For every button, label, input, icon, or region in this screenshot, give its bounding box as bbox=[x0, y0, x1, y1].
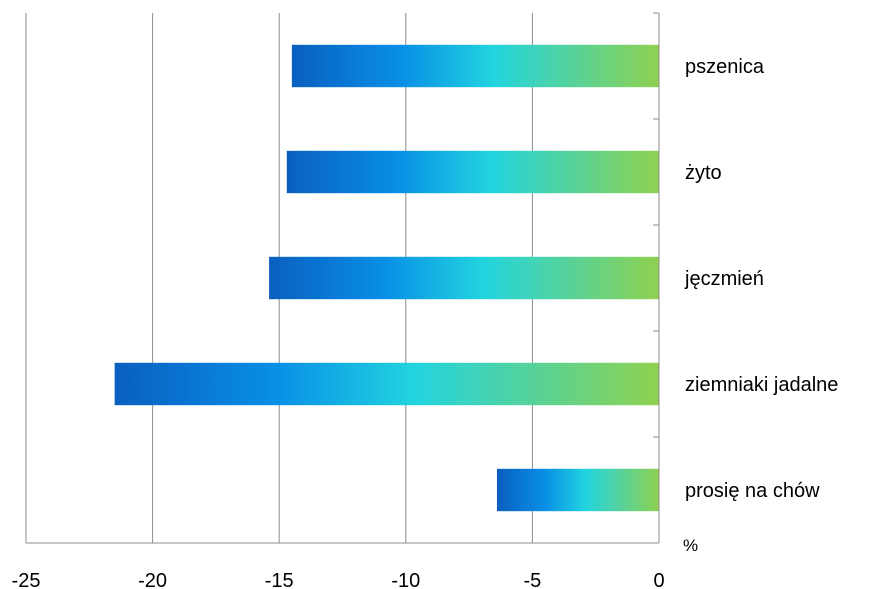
x-tick-label: -20 bbox=[138, 570, 167, 589]
category-label: ziemniaki jadalne bbox=[685, 374, 838, 396]
bar bbox=[269, 256, 659, 300]
category-label: jęczmień bbox=[684, 268, 764, 290]
bar bbox=[286, 150, 659, 194]
category-label: pszenica bbox=[685, 56, 765, 78]
bar bbox=[114, 362, 660, 406]
bar bbox=[496, 468, 659, 512]
x-tick-label: -25 bbox=[12, 570, 41, 589]
category-labels: pszenica żyto jęczmień ziemniaki jadalne pro… bbox=[684, 56, 838, 502]
x-tick-label: -5 bbox=[524, 570, 542, 589]
value-axis: -25 -20 -15 -10 -5 0 bbox=[12, 12, 665, 589]
x-tick-label: 0 bbox=[653, 570, 664, 589]
bar bbox=[291, 44, 659, 88]
category-label: żyto bbox=[685, 162, 722, 184]
unit-label: % bbox=[683, 536, 698, 555]
category-label: prosię na chów bbox=[685, 480, 820, 502]
x-tick-label: -15 bbox=[265, 570, 294, 589]
x-tick-label: -10 bbox=[391, 570, 420, 589]
bars bbox=[114, 44, 660, 512]
